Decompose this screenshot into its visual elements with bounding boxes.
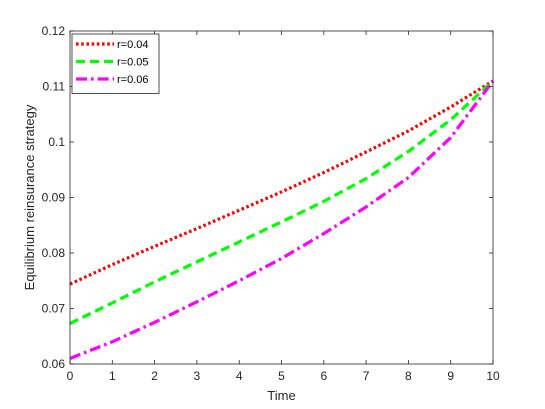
x-tick-label: 1 bbox=[109, 369, 116, 383]
y-axis-label: Equilibrium reinsurance strategy bbox=[22, 104, 37, 290]
series-line-3 bbox=[69, 79, 495, 360]
y-tick-label: 0.07 bbox=[42, 302, 66, 316]
y-tick-label: 0.11 bbox=[43, 80, 66, 94]
y-tick-label: 0.12 bbox=[42, 24, 66, 38]
x-axis-label: Time bbox=[267, 388, 295, 403]
plot-lines bbox=[69, 79, 495, 360]
x-tick-label: 5 bbox=[278, 369, 285, 383]
legend-label: r=0.04 bbox=[117, 39, 149, 51]
y-tick-label: 0.1 bbox=[48, 135, 65, 149]
series-line-1 bbox=[69, 79, 494, 286]
x-tick-label: 10 bbox=[486, 369, 500, 383]
x-tick-label: 4 bbox=[236, 369, 243, 383]
axis-ticks bbox=[69, 30, 494, 365]
legend: r=0.04 r=0.05 r=0.06 bbox=[71, 33, 160, 94]
tick-labels: 0 1 2 3 4 5 6 7 8 9 10 0.06 0.07 0.08 0.09 0.1 0.11 0.12 bbox=[42, 24, 500, 383]
x-tick-label: 3 bbox=[194, 369, 201, 383]
x-tick-label: 7 bbox=[363, 369, 370, 383]
legend-label: r=0.05 bbox=[117, 57, 149, 69]
y-tick-label: 0.09 bbox=[42, 191, 66, 205]
x-tick-label: 0 bbox=[67, 369, 74, 383]
x-tick-label: 2 bbox=[151, 369, 158, 383]
y-tick-label: 0.08 bbox=[42, 246, 66, 260]
y-tick-label: 0.06 bbox=[42, 357, 66, 371]
legend-label: r=0.06 bbox=[117, 74, 149, 86]
series-line-2 bbox=[69, 79, 495, 325]
x-tick-label: 6 bbox=[320, 369, 327, 383]
x-tick-label: 9 bbox=[447, 369, 454, 383]
x-tick-label: 8 bbox=[405, 369, 412, 383]
